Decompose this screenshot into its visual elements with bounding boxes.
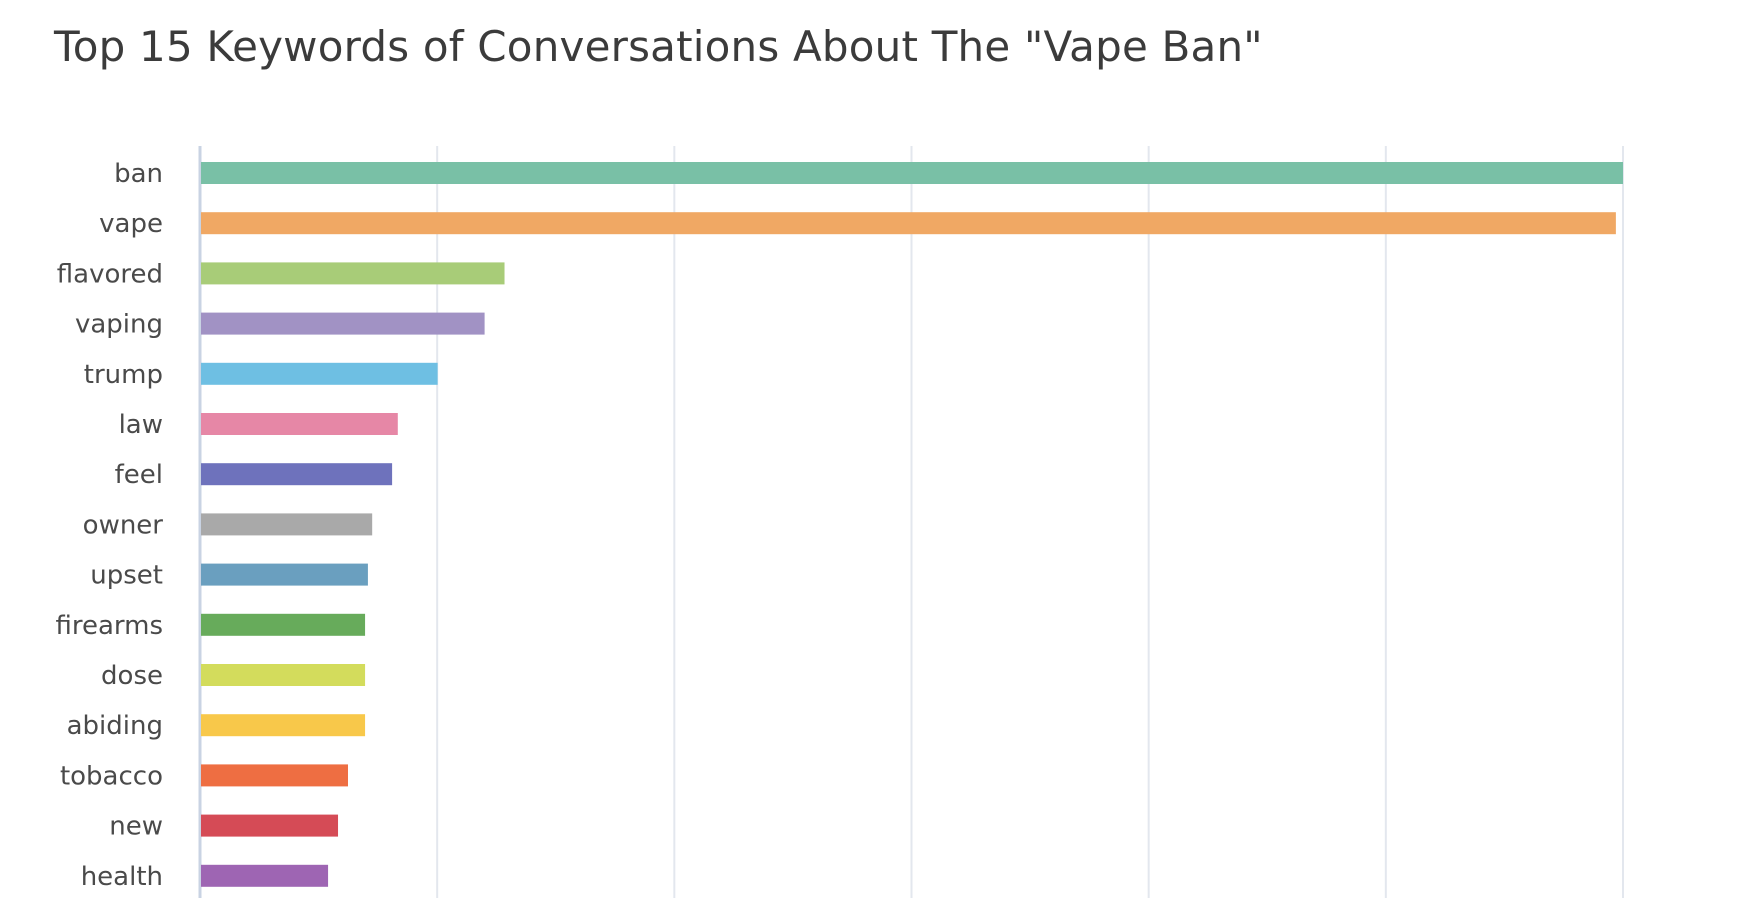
bars bbox=[201, 162, 1623, 887]
chart-title: Top 15 Keywords of Conversations About T… bbox=[54, 22, 1263, 71]
bar-new[interactable] bbox=[201, 814, 339, 837]
bar-vape[interactable] bbox=[201, 212, 1616, 235]
category-label-health: health bbox=[81, 862, 163, 892]
category-label-law: law bbox=[119, 410, 163, 440]
gridlines bbox=[198, 146, 1624, 898]
category-label-owner: owner bbox=[83, 510, 164, 540]
category-label-new: new bbox=[109, 812, 163, 842]
bar-ban[interactable] bbox=[201, 162, 1623, 184]
category-label-vape: vape bbox=[99, 209, 163, 239]
category-labels: ban vape flavored vaping trump law feel owner up… bbox=[55, 159, 163, 892]
category-label-trump: trump bbox=[84, 360, 163, 390]
bar-flavored[interactable] bbox=[201, 262, 505, 285]
bar-trump[interactable] bbox=[201, 362, 438, 385]
category-label-upset: upset bbox=[90, 561, 163, 591]
bar-tobacco[interactable] bbox=[201, 764, 348, 787]
bar-law[interactable] bbox=[201, 413, 398, 435]
category-label-feel: feel bbox=[115, 460, 163, 490]
bar-feel[interactable] bbox=[201, 463, 393, 486]
bar-health[interactable] bbox=[201, 864, 329, 887]
bar-dose[interactable] bbox=[201, 664, 366, 686]
category-label-dose: dose bbox=[101, 661, 163, 691]
category-label-abiding: abiding bbox=[67, 711, 163, 741]
category-label-vaping: vaping bbox=[75, 310, 163, 340]
category-label-flavored: flavored bbox=[57, 259, 163, 289]
bar-firearms[interactable] bbox=[201, 613, 366, 636]
category-label-tobacco: tobacco bbox=[60, 761, 163, 791]
category-label-firearms: firearms bbox=[55, 611, 163, 641]
bar-owner[interactable] bbox=[201, 513, 373, 536]
bar-abiding[interactable] bbox=[201, 714, 366, 737]
bar-upset[interactable] bbox=[201, 563, 368, 586]
bar-vaping[interactable] bbox=[201, 312, 485, 335]
category-label-ban: ban bbox=[114, 159, 163, 189]
